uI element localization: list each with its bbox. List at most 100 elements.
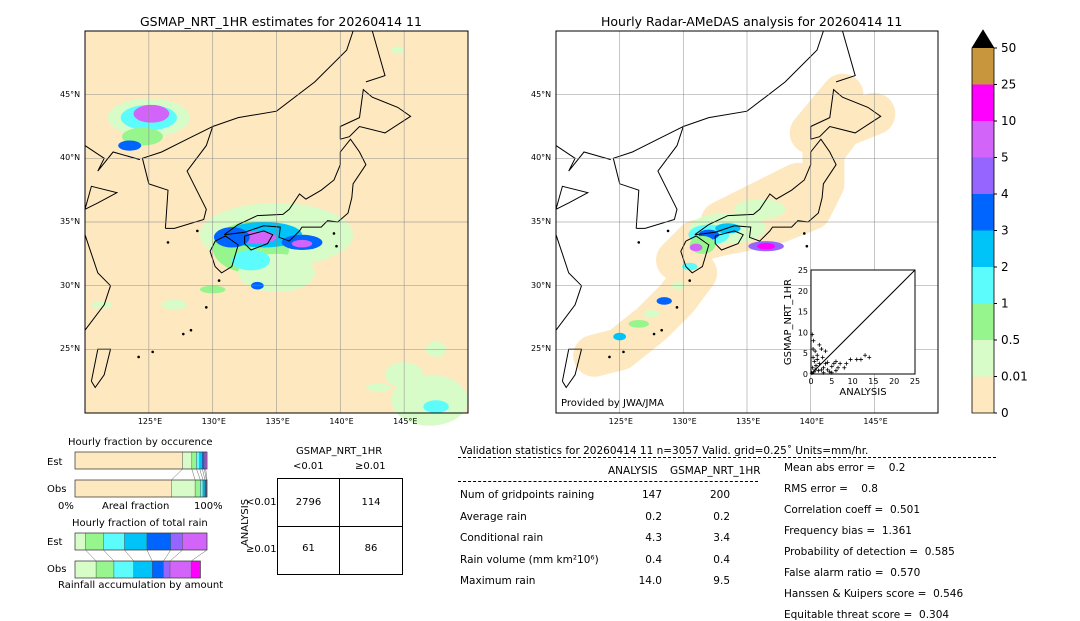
- scatter-point: [825, 367, 830, 372]
- occ-x-right: 100%: [194, 501, 223, 512]
- left-map: [84, 30, 469, 426]
- scatter-point: [844, 361, 849, 366]
- coastline-russia: [683, 30, 824, 127]
- rain-cell: [682, 262, 698, 271]
- island: [675, 306, 679, 309]
- stat-row-label: Rain volume (mm km²10⁶): [460, 553, 599, 566]
- island: [805, 244, 809, 248]
- rain-cell: [133, 104, 170, 123]
- scatter-point: [848, 357, 853, 362]
- occ-x-label: Areal fraction: [102, 501, 170, 512]
- obs-segment: [194, 479, 201, 498]
- scatter-point: [815, 353, 820, 358]
- coastline-taiwan: [561, 348, 583, 389]
- scatter-point: [819, 367, 824, 372]
- est-segment: [74, 451, 183, 470]
- est-segment: [85, 532, 104, 551]
- total-rain-bars: [74, 532, 208, 579]
- island: [688, 279, 691, 282]
- obs-segment: [74, 479, 172, 498]
- scatter-point: [816, 368, 821, 373]
- colorbar-segment: [972, 303, 994, 340]
- island: [151, 350, 154, 354]
- coastline-sakhalin: [835, 30, 856, 83]
- scatter-point: [821, 365, 826, 370]
- est-segment: [196, 451, 200, 470]
- island: [637, 241, 641, 244]
- score-line: False alarm ratio = 0.570: [784, 567, 921, 579]
- score-line: Frequency bias = 1.361: [784, 525, 912, 537]
- island: [332, 232, 336, 235]
- est-segment: [74, 532, 86, 551]
- stat-gsmap-value: 200: [709, 489, 730, 501]
- coastline-shikoku: [714, 230, 744, 251]
- right-map-title: Hourly Radar-AMeDAS analysis for 2026041…: [601, 14, 903, 29]
- island: [660, 328, 663, 332]
- score-line: Probability of detection = 0.585: [784, 546, 955, 558]
- scatter-point: [811, 369, 816, 374]
- total-rain-title: Hourly fraction of total rain: [72, 518, 208, 529]
- scatter-point: [817, 361, 822, 366]
- island: [652, 332, 656, 336]
- score-line: Hanssen & Kuipers score = 0.546: [784, 588, 964, 600]
- colorbar-label: 25: [1001, 78, 1016, 92]
- scatter-point: [833, 368, 838, 373]
- x-tick-label: 0: [808, 377, 813, 386]
- score-line: Equitable threat score = 0.304: [784, 609, 950, 621]
- row-label-ge: ≥0.01: [246, 544, 277, 555]
- x-tick-label: 20: [889, 377, 899, 386]
- island: [204, 306, 208, 309]
- obs-segment: [113, 560, 134, 579]
- rain-cell: [118, 140, 142, 151]
- x-tick-label: 15: [868, 377, 878, 386]
- obs-segment: [133, 560, 153, 579]
- est-segment: [170, 532, 183, 551]
- col-analysis: ANALYSIS: [608, 465, 658, 477]
- scatter-point: [831, 361, 836, 366]
- lat-tick-label: 40°N: [531, 153, 552, 163]
- colorbar-label: 2: [1001, 260, 1009, 274]
- coastline-kyushu: [209, 235, 239, 274]
- scatter-point: [813, 363, 818, 368]
- lat-tick-label: 30°N: [60, 280, 81, 290]
- colorbar-segment: [972, 121, 994, 158]
- row-label-lt: <0.01: [246, 497, 277, 508]
- coastline-china: [555, 145, 611, 172]
- colorbar-segment: [972, 267, 994, 304]
- scatter-point: [854, 357, 859, 362]
- scatter-point: [825, 360, 830, 365]
- validation-header: Validation statistics for 20260414 11 n=…: [460, 445, 869, 457]
- colorbar-segment: [972, 340, 994, 377]
- lon-tick-label: 125°E: [137, 417, 163, 426]
- colorbar-segment: [972, 376, 994, 413]
- lat-tick-label: 45°N: [60, 89, 81, 99]
- coastline-chinaS: [555, 234, 583, 331]
- obs-segment: [95, 560, 115, 579]
- scatter-point: [813, 367, 818, 372]
- island: [803, 232, 806, 235]
- est-segment: [202, 451, 205, 470]
- lon-tick-label: 130°E: [672, 417, 697, 426]
- x-tick-label: 5: [829, 377, 834, 386]
- scatter-point: [819, 347, 824, 352]
- col-gsmap: GSMAP_NRT_1HR: [670, 465, 761, 477]
- colorbar-segment: [972, 84, 994, 121]
- y-tick-label: 15: [798, 308, 808, 317]
- coastline-shandong: [555, 185, 590, 210]
- coastline-honshu: [694, 138, 837, 242]
- y-axis-label: GSMAP_NRT_1HR: [783, 279, 794, 365]
- coastline-sakhalin: [365, 30, 386, 83]
- stat-row-label: Num of gridpoints raining: [460, 489, 595, 501]
- est-segment: [199, 451, 203, 470]
- lon-tick-label: 130°E: [201, 417, 226, 426]
- cell-hit: 86: [364, 543, 378, 554]
- stat-gsmap-value: 0.4: [713, 553, 730, 566]
- total-rain-xlabel: Rainfall accumulation by amount: [58, 580, 224, 591]
- lat-tick-label: 45°N: [531, 89, 552, 99]
- occurrence-title: Hourly fraction by occurence: [68, 437, 213, 448]
- island: [196, 229, 199, 233]
- stat-gsmap-value: 3.4: [713, 532, 730, 544]
- scatter-point: [829, 370, 834, 375]
- lat-tick-label: 25°N: [531, 344, 552, 354]
- obs-segment: [190, 560, 201, 579]
